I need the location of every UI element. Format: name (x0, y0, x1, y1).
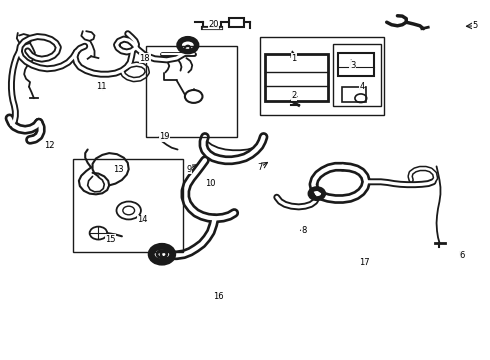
Text: 20: 20 (208, 19, 219, 28)
Text: 12: 12 (44, 141, 55, 150)
Text: 16: 16 (213, 292, 223, 301)
Text: 2: 2 (291, 91, 296, 100)
Bar (342, 87, 366, 102)
Bar (73, 159, 183, 252)
Text: 7: 7 (257, 163, 262, 172)
Text: 4: 4 (360, 82, 365, 91)
Text: 18: 18 (140, 54, 150, 63)
Bar (229, 18, 244, 27)
Text: 3: 3 (350, 61, 355, 70)
Bar (260, 37, 384, 116)
Text: 14: 14 (137, 215, 147, 224)
Text: 11: 11 (96, 82, 106, 91)
Text: 13: 13 (113, 165, 123, 174)
Bar (333, 44, 381, 107)
Text: 5: 5 (472, 21, 477, 30)
Text: 9: 9 (186, 165, 192, 174)
Bar (265, 54, 328, 101)
Text: 15: 15 (105, 235, 116, 244)
Text: 1: 1 (291, 54, 296, 63)
Text: 6: 6 (460, 251, 465, 260)
Text: 19: 19 (159, 132, 170, 141)
Bar (338, 53, 374, 76)
Text: 17: 17 (359, 258, 370, 267)
Bar (147, 45, 237, 137)
Text: 8: 8 (301, 226, 306, 235)
Text: 10: 10 (205, 179, 216, 188)
